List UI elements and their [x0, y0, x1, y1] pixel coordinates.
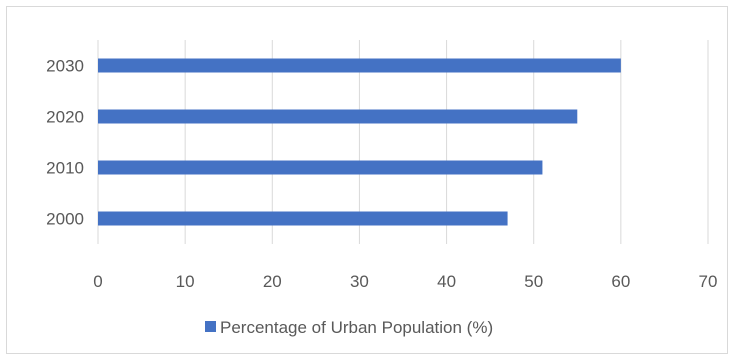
x-tick-label: 20	[263, 272, 282, 291]
bar-2010	[98, 160, 543, 175]
legend-swatch	[205, 321, 216, 332]
x-tick-label: 70	[699, 272, 718, 291]
bars	[98, 58, 621, 226]
category-label: 2010	[46, 159, 84, 178]
legend: Percentage of Urban Population (%)	[205, 318, 493, 337]
category-label: 2020	[46, 108, 84, 127]
category-label: 2030	[46, 57, 84, 76]
x-tick-label: 50	[524, 272, 543, 291]
bar-2030	[98, 58, 621, 73]
bar-2020	[98, 109, 578, 124]
category-label: 2000	[46, 210, 84, 229]
x-tick-label: 30	[350, 272, 369, 291]
x-tick-labels: 0 10 20 30 40 50 60 70	[93, 272, 717, 291]
x-tick-label: 60	[611, 272, 630, 291]
category-labels: 2000 2010 2020 2030	[46, 57, 84, 229]
x-tick-label: 0	[93, 272, 102, 291]
x-tick-label: 40	[437, 272, 456, 291]
x-tick-label: 10	[176, 272, 195, 291]
legend-label: Percentage of Urban Population (%)	[220, 318, 493, 337]
bar-2000	[98, 211, 508, 226]
gridlines	[97, 40, 709, 244]
